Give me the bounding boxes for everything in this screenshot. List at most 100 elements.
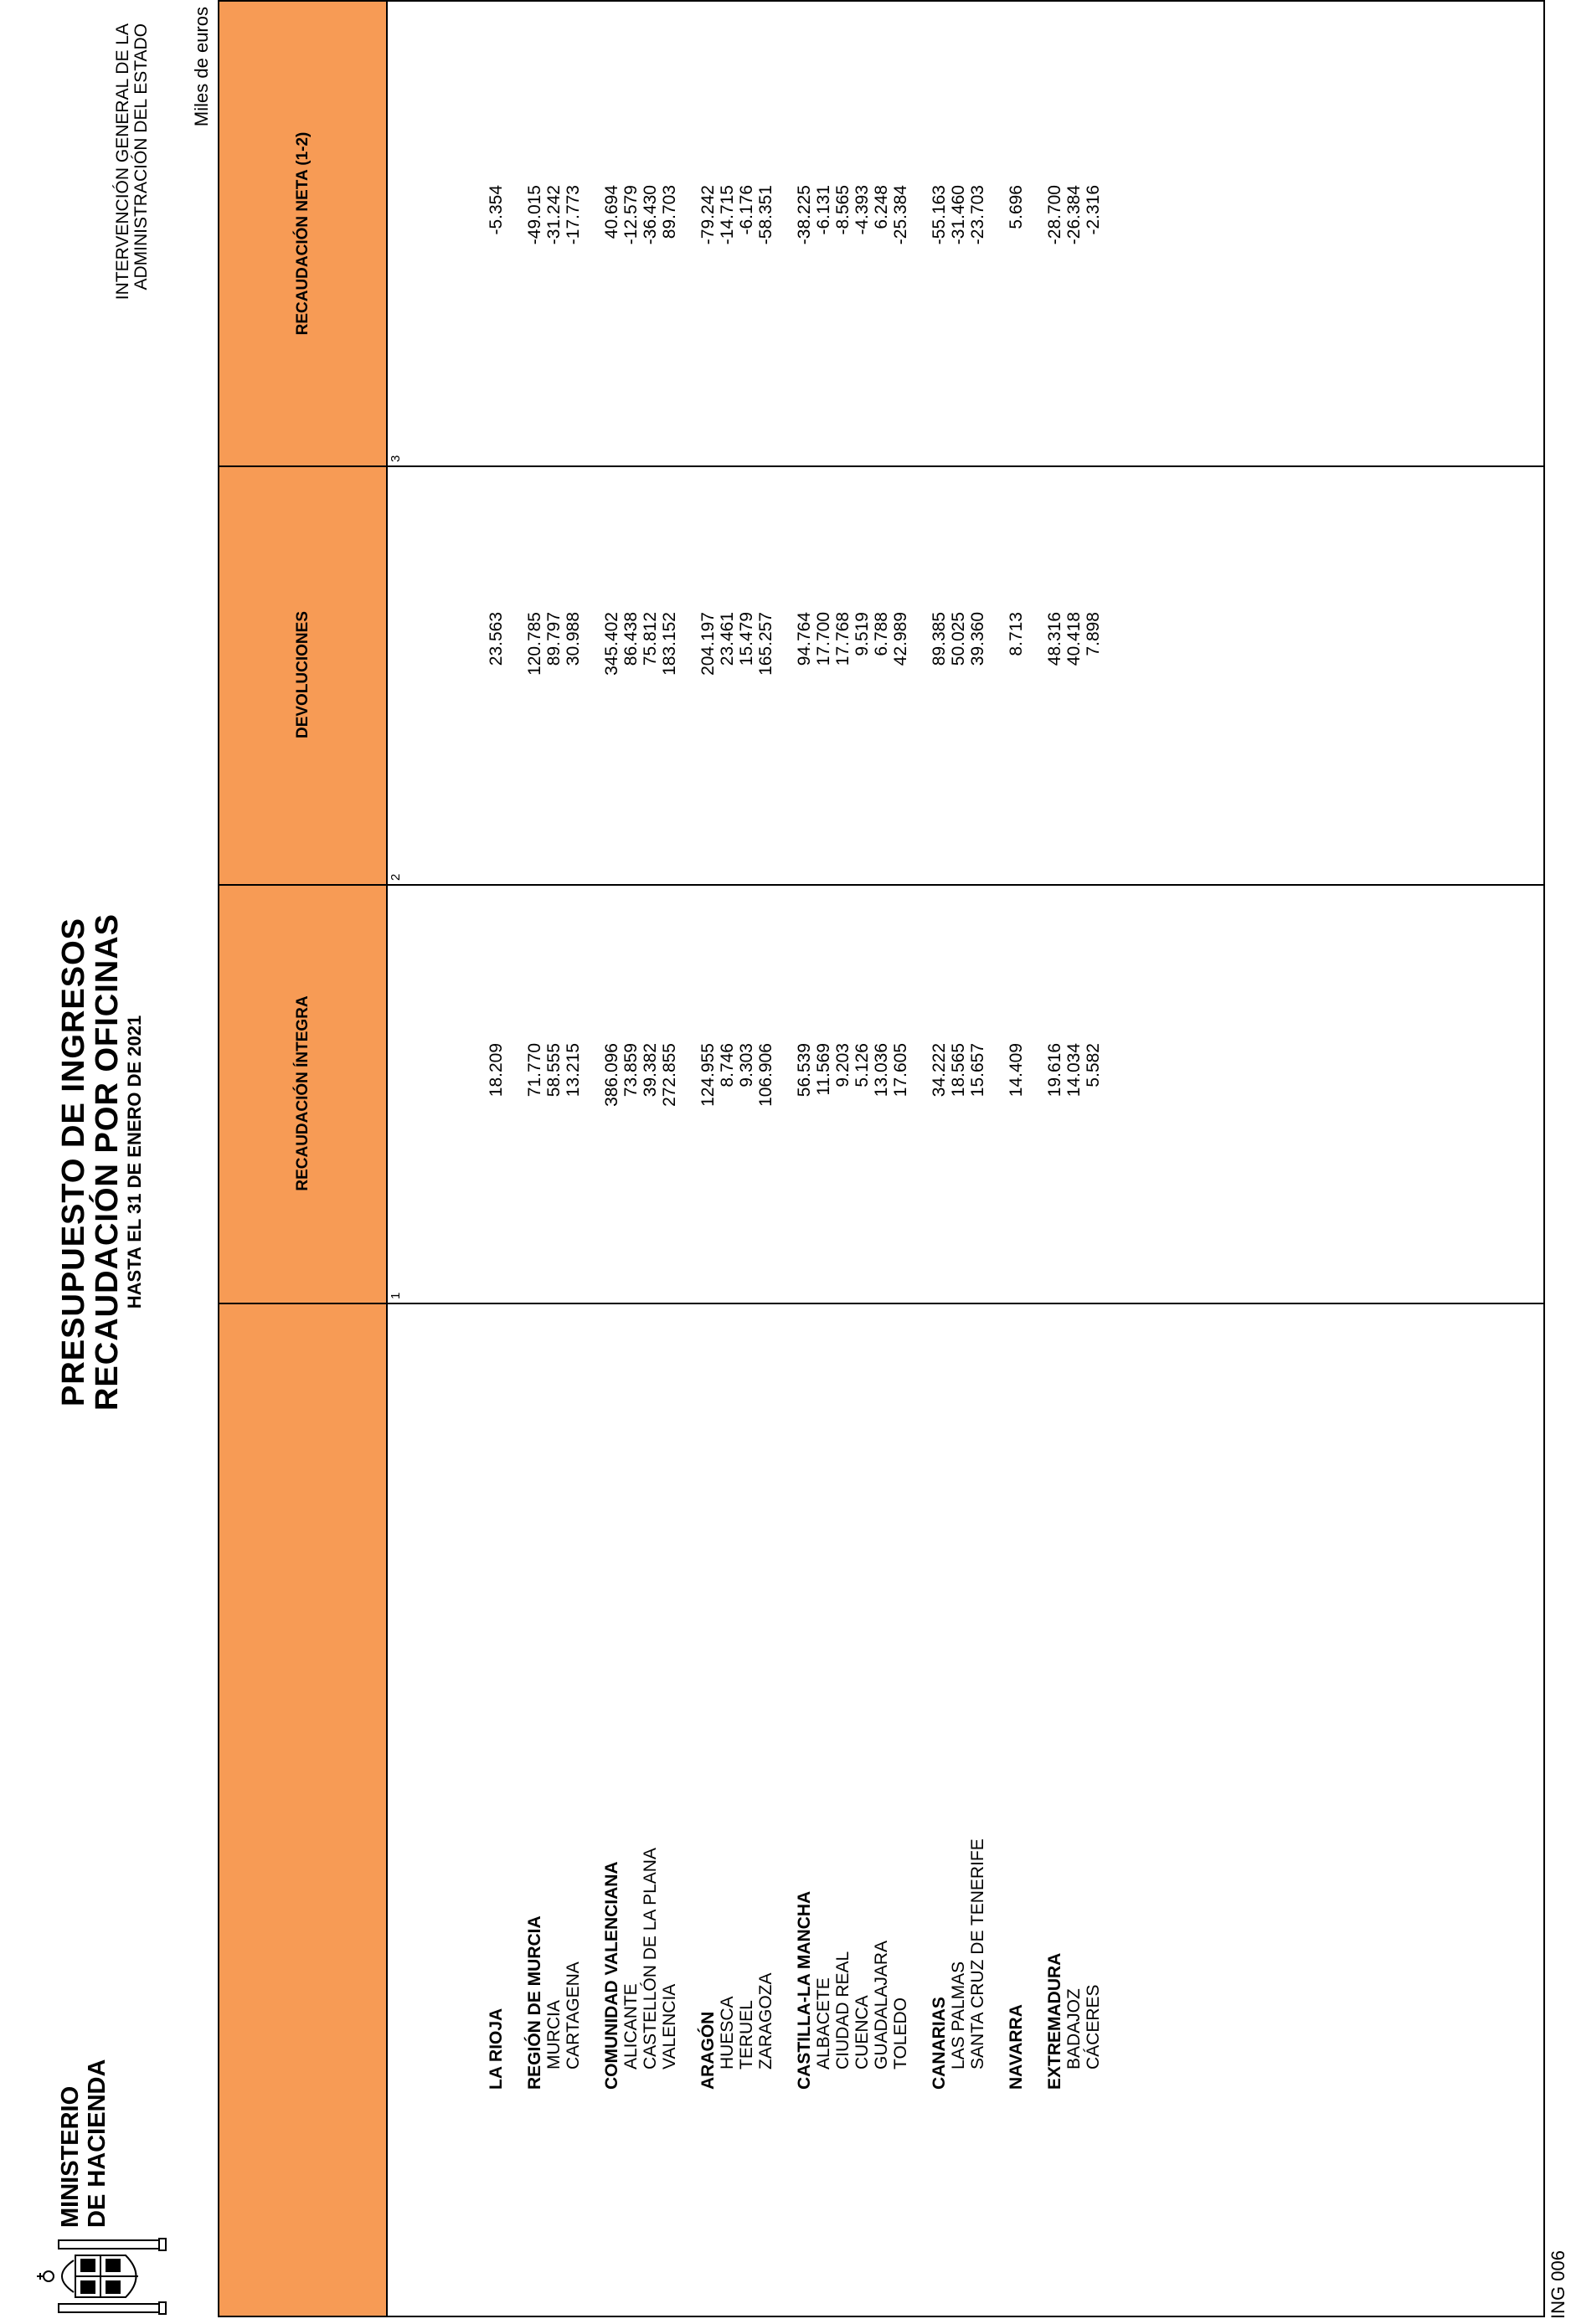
cell-recaudacion-integra: 15.657 xyxy=(968,1043,987,1098)
cell-devoluciones: 345.402 xyxy=(602,612,621,676)
cell-recaudacion-integra: 13.036 xyxy=(872,1043,891,1098)
cell-recaudacion-neta: -26.384 xyxy=(1064,185,1084,245)
cell-devoluciones: 15.479 xyxy=(737,612,756,666)
row-name: CÁCERES xyxy=(1084,1984,1103,2069)
cell-devoluciones: 86.438 xyxy=(621,612,641,666)
row-name: ALBACETE xyxy=(814,1977,833,2069)
cell-recaudacion-integra: 39.382 xyxy=(641,1043,660,1098)
table-header: RECAUDACIÓN ÍNTEGRA DEVOLUCIONES RECAUDA… xyxy=(219,2,388,2316)
row-name: CANARIAS xyxy=(930,1997,949,2090)
column-header-devoluciones: DEVOLUCIONES xyxy=(293,610,312,739)
cell-devoluciones: 7.898 xyxy=(1084,612,1103,656)
cell-recaudacion-integra: 8.746 xyxy=(718,1043,737,1087)
column-number: 1 xyxy=(389,1292,403,1299)
table-row-office: BADAJOZ 14.034 40.418 -26.384 xyxy=(1064,2,1084,2316)
table-row-region: COMUNIDAD VALENCIANA 386.096 345.402 40.694 xyxy=(602,2,622,2316)
row-name: CUENCA xyxy=(852,1995,872,2069)
cell-recaudacion-integra: 19.616 xyxy=(1045,1043,1064,1098)
row-name: GUADALAJARA xyxy=(872,1940,891,2069)
title-line-3: HASTA EL 31 DE ENERO DE 2021 xyxy=(124,1015,145,1309)
table-row-office: CÁCERES 5.582 7.898 -2.316 xyxy=(1084,2,1104,2316)
cell-recaudacion-integra: 56.539 xyxy=(795,1043,814,1098)
cell-devoluciones: 23.563 xyxy=(487,612,506,666)
cell-recaudacion-neta: -25.384 xyxy=(891,185,910,245)
cell-recaudacion-neta: -55.163 xyxy=(930,185,949,245)
revenue-table: RECAUDACIÓN ÍNTEGRA DEVOLUCIONES RECAUDA… xyxy=(218,0,1545,2317)
cell-recaudacion-neta: -17.773 xyxy=(564,185,583,245)
cell-recaudacion-integra: 124.955 xyxy=(698,1043,718,1107)
cell-recaudacion-integra: 13.215 xyxy=(564,1043,583,1098)
table-row-office: TOLEDO 17.605 42.989 -25.384 xyxy=(891,2,911,2316)
table-row-region: NAVARRA 14.409 8.713 5.696 xyxy=(1007,2,1027,2316)
cell-recaudacion-integra: 14.409 xyxy=(1007,1043,1026,1098)
cell-recaudacion-neta: 6.248 xyxy=(872,185,891,229)
column-header-neta: RECAUDACIÓN NETA (1-2) xyxy=(293,131,312,336)
cell-devoluciones: 42.989 xyxy=(891,612,910,666)
table-row-region: CASTILLA-LA MANCHA 56.539 94.764 -38.225 xyxy=(795,2,815,2316)
table-row-office: ALICANTE 73.859 86.438 -12.579 xyxy=(621,2,641,2316)
cell-recaudacion-neta: -28.700 xyxy=(1045,185,1064,245)
row-name: CIUDAD REAL xyxy=(833,1951,852,2069)
cell-devoluciones: 120.785 xyxy=(525,612,544,676)
cell-recaudacion-neta: -31.242 xyxy=(544,185,564,245)
cell-recaudacion-integra: 73.859 xyxy=(621,1043,641,1098)
cell-recaudacion-integra: 34.222 xyxy=(930,1043,949,1098)
table-row-office: ALBACETE 11.569 17.700 -6.131 xyxy=(814,2,834,2316)
cell-recaudacion-neta: 5.696 xyxy=(1007,185,1026,229)
table-row-region: REGIÓN DE MURCIA 71.770 120.785 -49.015 xyxy=(525,2,545,2316)
title-line-1: PRESUPUESTO DE INGRESOS xyxy=(56,918,91,1406)
cell-recaudacion-neta: -12.579 xyxy=(621,185,641,245)
issuing-office-line-1: INTERVENCIÓN GENERAL DE LA xyxy=(113,23,132,301)
cell-recaudacion-neta: -38.225 xyxy=(795,185,814,245)
row-name: TERUEL xyxy=(737,2000,756,2069)
cell-devoluciones: 89.797 xyxy=(544,612,564,666)
cell-devoluciones: 17.700 xyxy=(814,612,833,666)
table-row-office: GUADALAJARA 13.036 6.788 6.248 xyxy=(872,2,892,2316)
cell-devoluciones: 8.713 xyxy=(1007,612,1026,656)
cell-recaudacion-neta: -49.015 xyxy=(525,185,544,245)
cell-recaudacion-integra: 18.209 xyxy=(487,1043,506,1098)
row-name: MURCIA xyxy=(544,2000,564,2069)
cell-devoluciones: 165.257 xyxy=(756,612,775,676)
cell-devoluciones: 23.461 xyxy=(718,612,737,666)
table-row-office: CUENCA 5.126 9.519 -4.393 xyxy=(852,2,873,2316)
document-title: PRESUPUESTO DE INGRESOS RECAUDACIÓN POR … xyxy=(56,0,146,2324)
row-name: HUESCA xyxy=(718,1996,737,2069)
cell-recaudacion-neta: -2.316 xyxy=(1084,185,1103,235)
cell-devoluciones: 50.025 xyxy=(949,612,968,666)
coat-of-arms-logo xyxy=(37,2238,167,2315)
cell-recaudacion-neta: 40.694 xyxy=(602,185,621,239)
row-name: VALENCIA xyxy=(660,1983,679,2069)
row-name: CARTAGENA xyxy=(564,1962,583,2069)
cell-recaudacion-integra: 5.126 xyxy=(852,1043,872,1087)
cell-recaudacion-integra: 18.565 xyxy=(949,1043,968,1098)
table-row-office: HUESCA 8.746 23.461 -14.715 xyxy=(718,2,738,2316)
cell-devoluciones: 48.316 xyxy=(1045,612,1064,666)
cell-recaudacion-neta: -31.460 xyxy=(949,185,968,245)
cell-recaudacion-integra: 5.582 xyxy=(1084,1043,1103,1087)
row-name: TOLEDO xyxy=(891,1998,910,2069)
row-name: ZARAGOZA xyxy=(756,1972,775,2069)
row-name: ARAGÓN xyxy=(698,2011,718,2090)
table-row-region: CANARIAS 34.222 89.385 -55.163 xyxy=(930,2,950,2316)
row-name: BADAJOZ xyxy=(1064,1988,1084,2069)
row-name: CASTELLÓN DE LA PLANA xyxy=(641,1848,660,2069)
table-row-office: LAS PALMAS 18.565 50.025 -31.460 xyxy=(949,2,969,2316)
cell-recaudacion-neta: -4.393 xyxy=(852,185,872,235)
cell-recaudacion-neta: 89.703 xyxy=(660,185,679,239)
row-name: NAVARRA xyxy=(1007,2004,1026,2090)
cell-recaudacion-neta: -14.715 xyxy=(718,185,737,245)
table-row-office: TERUEL 9.303 15.479 -6.176 xyxy=(737,2,757,2316)
cell-devoluciones: 17.768 xyxy=(833,612,852,666)
cell-recaudacion-integra: 58.555 xyxy=(544,1043,564,1098)
row-name: EXTREMADURA xyxy=(1045,1952,1064,2090)
row-name: ALICANTE xyxy=(621,1983,641,2069)
cell-recaudacion-integra: 9.303 xyxy=(737,1043,756,1087)
cell-recaudacion-neta: -58.351 xyxy=(756,185,775,245)
cell-devoluciones: 40.418 xyxy=(1064,612,1084,666)
title-line-2: RECAUDACIÓN POR OFICINAS xyxy=(90,913,125,1411)
table-row-office: MURCIA 58.555 89.797 -31.242 xyxy=(544,2,564,2316)
issuing-office-line-2: ADMINISTRACIÓN DEL ESTADO xyxy=(131,23,151,290)
issuing-office: INTERVENCIÓN GENERAL DE LA ADMINISTRACIÓ… xyxy=(113,23,151,301)
